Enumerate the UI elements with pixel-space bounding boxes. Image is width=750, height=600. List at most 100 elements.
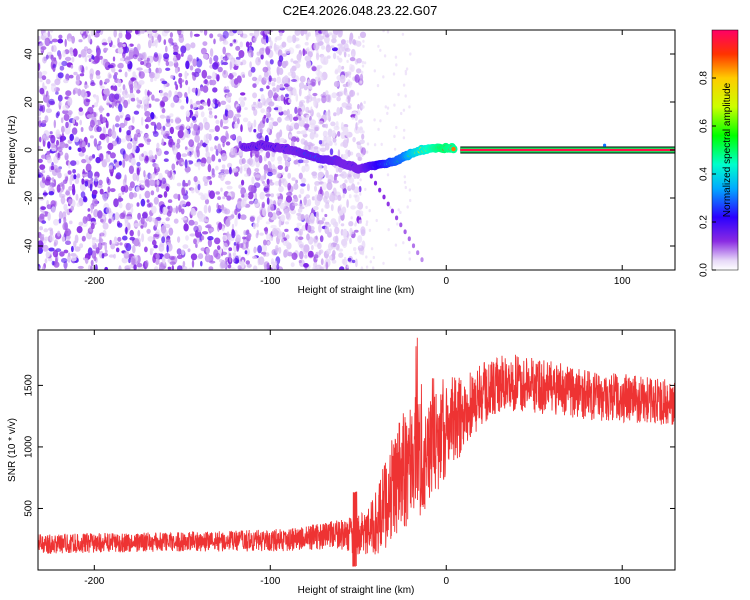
noise-speck <box>51 260 55 266</box>
noise-speck <box>129 229 134 237</box>
noise-speck <box>105 207 112 214</box>
noise-speck <box>346 40 349 44</box>
noise-speck <box>304 41 309 46</box>
noise-speck <box>224 169 230 175</box>
noise-speck <box>165 45 168 53</box>
noise-speck <box>251 152 255 157</box>
noise-speck <box>176 248 182 256</box>
noise-speck <box>158 262 164 268</box>
noise-speck <box>157 67 163 74</box>
noise-speck <box>114 123 120 128</box>
x-tick-label: -200 <box>84 576 104 587</box>
noise-speck <box>285 93 289 98</box>
noise-speck <box>208 114 214 119</box>
diagonal-speck <box>373 180 378 186</box>
noise-speck <box>229 255 232 263</box>
noise-speck <box>150 77 154 83</box>
x-tick-label: 100 <box>614 576 631 587</box>
noise-speck <box>298 260 302 264</box>
noise-speck <box>335 235 339 244</box>
noise-speck <box>136 161 141 167</box>
noise-speck <box>276 95 282 102</box>
noise-speck <box>266 85 270 90</box>
noise-speck <box>397 208 400 212</box>
noise-speck <box>213 38 216 45</box>
noise-speck <box>105 120 109 128</box>
noise-speck <box>366 142 370 146</box>
noise-speck <box>185 60 190 70</box>
noise-speck <box>307 224 312 233</box>
noise-speck <box>340 223 345 227</box>
noise-speck <box>318 224 322 233</box>
noise-speck <box>137 132 141 138</box>
noise-speck <box>146 57 150 62</box>
noise-speck <box>103 88 109 95</box>
noise-speck <box>165 186 170 192</box>
noise-speck <box>402 136 406 140</box>
noise-speck <box>286 157 292 161</box>
noise-speck <box>222 234 228 242</box>
noise-speck <box>306 183 310 192</box>
noise-speck <box>404 94 407 98</box>
noise-speck <box>359 178 362 182</box>
noise-speck <box>50 200 56 208</box>
noise-speck <box>203 30 208 36</box>
noise-speck <box>155 163 159 170</box>
noise-speck <box>359 192 362 196</box>
noise-speck <box>271 82 276 87</box>
noise-speck <box>239 167 243 174</box>
noise-speck <box>63 79 69 84</box>
noise-speck <box>112 56 116 62</box>
noise-speck <box>382 75 385 79</box>
noise-speck <box>265 151 271 159</box>
noise-speck <box>71 245 74 253</box>
noise-speck <box>65 189 70 193</box>
noise-speck <box>110 130 115 136</box>
noise-speck <box>111 240 118 245</box>
noise-speck <box>338 57 343 63</box>
noise-speck <box>277 165 283 170</box>
noise-speck <box>295 159 299 165</box>
noise-speck <box>170 118 174 124</box>
noise-speck <box>324 213 328 218</box>
noise-speck <box>217 196 222 201</box>
noise-speck <box>149 248 154 252</box>
noise-speck <box>296 137 300 143</box>
noise-speck <box>241 158 246 165</box>
noise-speck <box>97 145 103 150</box>
noise-speck <box>254 30 260 38</box>
diagonal-speck <box>416 250 420 256</box>
noise-speck <box>349 237 352 245</box>
noise-speck <box>176 152 182 160</box>
noise-speck <box>110 243 116 250</box>
noise-speck <box>81 146 86 153</box>
noise-speck <box>394 243 398 247</box>
noise-speck <box>91 237 97 241</box>
noise-speck <box>177 265 183 270</box>
noise-speck <box>254 168 260 173</box>
noise-speck <box>77 147 82 153</box>
noise-speck <box>41 75 47 81</box>
noise-speck <box>236 243 240 252</box>
noise-speck <box>124 55 131 65</box>
noise-speck <box>146 138 152 143</box>
noise-speck <box>395 125 398 130</box>
noise-speck <box>266 262 270 269</box>
noise-speck <box>261 244 268 253</box>
noise-speck <box>57 38 64 44</box>
noise-speck <box>263 239 267 246</box>
noise-speck <box>38 102 41 110</box>
noise-speck <box>277 198 283 204</box>
noise-speck <box>97 210 103 219</box>
noise-speck <box>129 84 134 90</box>
noise-speck <box>253 265 258 270</box>
noise-speck <box>347 53 350 58</box>
noise-speck <box>332 52 337 60</box>
noise-speck <box>294 30 301 36</box>
noise-speck <box>182 266 188 270</box>
noise-speck <box>349 67 353 71</box>
noise-speck <box>85 163 92 172</box>
noise-speck <box>206 223 212 228</box>
noise-speck <box>154 218 159 228</box>
noise-speck <box>298 203 304 207</box>
